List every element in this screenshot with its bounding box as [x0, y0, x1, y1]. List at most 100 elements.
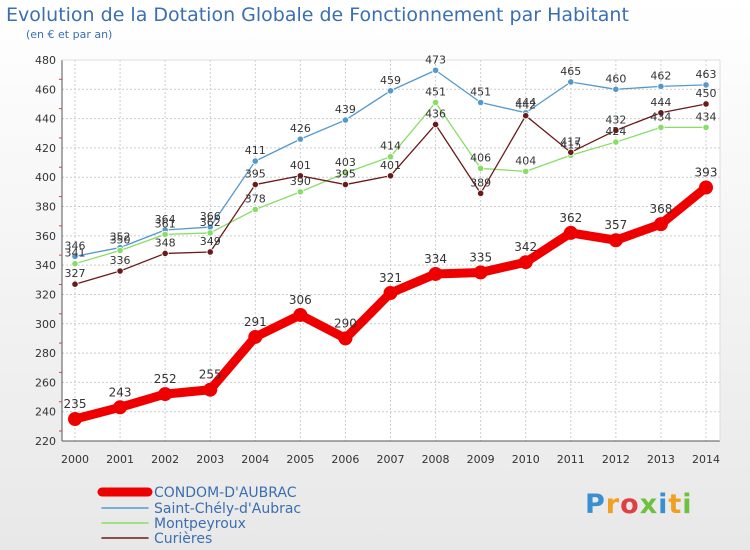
data-label: 334	[424, 252, 447, 266]
y-tick-label: 300	[35, 318, 56, 331]
data-point	[203, 382, 218, 397]
data-label: 406	[470, 151, 491, 164]
data-point	[522, 167, 530, 175]
data-point	[68, 412, 82, 427]
chart-subtitle: (en € et par an)	[26, 28, 113, 41]
y-tick-label: 240	[35, 406, 56, 419]
data-point	[113, 400, 128, 415]
data-point	[341, 180, 350, 189]
data-label: 424	[605, 125, 626, 138]
data-label: 459	[380, 74, 401, 87]
data-point	[477, 98, 485, 107]
y-tick-label: 320	[35, 288, 56, 301]
data-label: 436	[425, 107, 446, 120]
data-label: 439	[335, 103, 356, 116]
data-point	[206, 248, 214, 256]
data-label: 463	[696, 68, 717, 81]
proxiti-logo: Proxiti	[585, 489, 693, 520]
data-point	[518, 255, 533, 270]
data-label: 357	[604, 218, 627, 232]
logo-letter: o	[620, 489, 640, 520]
data-label: 335	[469, 250, 492, 264]
data-label: 368	[649, 202, 672, 216]
data-point	[428, 266, 443, 281]
data-label: 364	[155, 213, 176, 226]
data-label: 342	[514, 240, 537, 254]
data-point	[161, 249, 169, 258]
data-label: 341	[65, 247, 86, 260]
x-tick-label: 2000	[61, 453, 89, 466]
data-label: 350	[110, 234, 131, 247]
x-tick-label: 2014	[692, 453, 720, 466]
data-point	[612, 126, 620, 134]
data-point	[206, 229, 214, 237]
data-label: 444	[515, 96, 536, 109]
data-point	[653, 217, 668, 232]
x-tick-label: 2006	[331, 453, 359, 466]
data-label: 401	[290, 159, 311, 172]
data-label: 290	[334, 316, 357, 330]
x-tick-label: 2008	[422, 453, 450, 466]
data-label: 362	[200, 216, 221, 229]
data-point	[383, 285, 398, 300]
data-point	[386, 153, 395, 161]
data-label: 389	[470, 176, 491, 189]
logo-letter: r	[605, 489, 621, 520]
data-label: 395	[335, 168, 356, 181]
data-label: 411	[245, 144, 266, 157]
legend-label: Montpeyroux	[154, 516, 246, 532]
data-point	[338, 331, 353, 346]
data-label: 362	[559, 211, 582, 225]
logo-letter: P	[585, 489, 606, 520]
y-tick-label: 400	[35, 171, 56, 184]
data-point	[296, 188, 304, 196]
x-tick-label: 2011	[557, 453, 585, 466]
data-label: 349	[200, 235, 221, 248]
data-label: 465	[560, 65, 581, 78]
data-label: 432	[605, 113, 626, 126]
y-tick-label: 380	[35, 201, 56, 214]
data-point	[71, 252, 79, 260]
data-point	[386, 87, 395, 95]
data-label: 404	[515, 154, 536, 167]
data-point	[251, 180, 259, 189]
x-tick-label: 2004	[241, 453, 269, 466]
data-label: 395	[245, 168, 266, 181]
data-point	[563, 225, 578, 240]
data-label: 451	[470, 85, 491, 98]
y-tick-label: 340	[35, 259, 56, 272]
data-point	[522, 112, 530, 120]
x-tick-label: 2005	[286, 453, 314, 466]
data-label: 361	[155, 217, 176, 230]
data-point	[293, 307, 308, 322]
legend-label: Curières	[154, 531, 212, 547]
x-tick-label: 2002	[151, 453, 179, 466]
y-tick-label: 440	[35, 113, 56, 126]
data-point	[567, 78, 575, 86]
data-label: 243	[109, 385, 132, 399]
data-point	[251, 205, 259, 214]
y-tick-label: 420	[35, 142, 56, 155]
y-tick-label: 360	[35, 230, 56, 243]
data-label: 401	[380, 159, 401, 172]
data-label: 390	[290, 175, 311, 188]
data-point	[341, 169, 350, 177]
data-label: 444	[650, 96, 671, 109]
data-label: 366	[200, 210, 221, 223]
data-label: 321	[379, 271, 402, 285]
data-point	[248, 329, 263, 344]
data-label: 450	[696, 87, 717, 100]
data-point	[116, 267, 124, 275]
data-label: 415	[560, 138, 581, 151]
y-tick-label: 280	[35, 347, 56, 360]
x-tick-label: 2007	[377, 453, 405, 466]
data-point	[477, 189, 485, 197]
data-label: 348	[155, 236, 176, 249]
data-point	[608, 233, 623, 248]
data-point	[431, 66, 440, 74]
data-label: 235	[64, 397, 87, 411]
data-point	[567, 148, 575, 156]
y-tick-label: 260	[35, 376, 56, 389]
data-label: 434	[650, 110, 671, 123]
